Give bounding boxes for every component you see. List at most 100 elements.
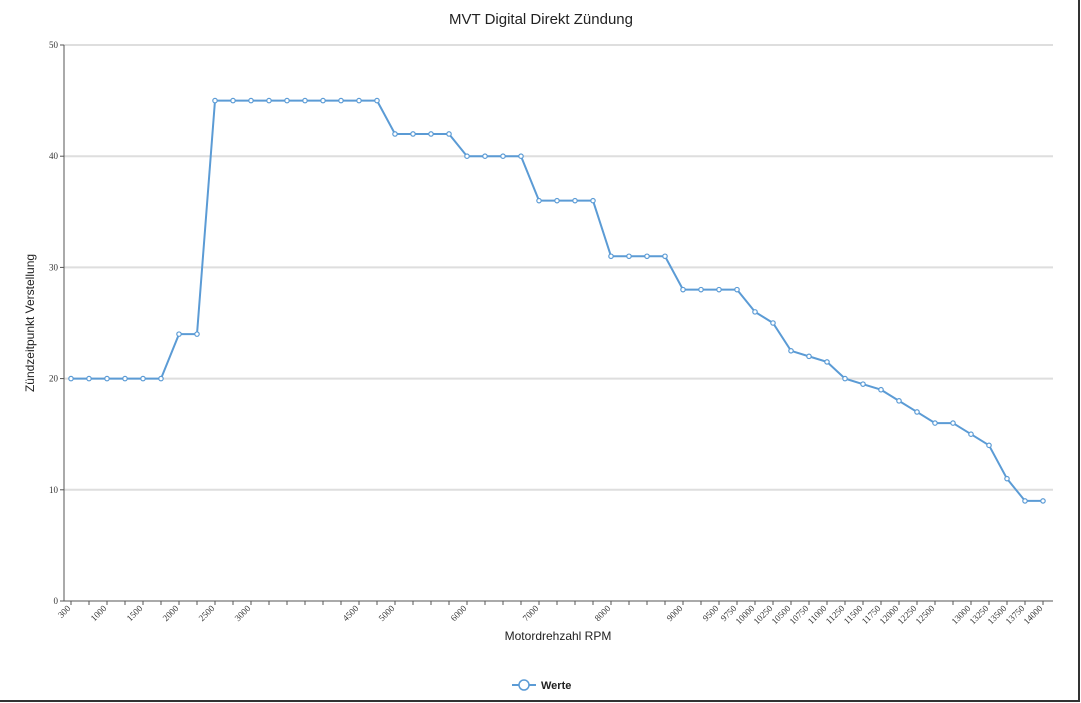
x-tick-label: 10250 bbox=[751, 603, 774, 626]
x-tick-label: 6000 bbox=[449, 603, 469, 623]
data-point bbox=[914, 409, 920, 415]
gridlines bbox=[64, 44, 1053, 491]
x-tick-label: 12500 bbox=[913, 603, 936, 626]
data-point bbox=[284, 97, 290, 104]
x-tick-label: 11750 bbox=[860, 603, 883, 626]
x-tick-label: 3000 bbox=[233, 603, 253, 623]
x-tick-label: 2000 bbox=[161, 603, 181, 623]
x-tick-label: 8000 bbox=[593, 603, 613, 623]
x-tick-label: 7000 bbox=[521, 603, 541, 623]
data-point bbox=[788, 347, 794, 354]
legend[interactable]: Werte bbox=[512, 679, 571, 692]
data-point bbox=[950, 420, 956, 426]
x-tick-label: 5000 bbox=[377, 603, 397, 623]
data-point bbox=[248, 97, 254, 104]
x-tick-label: 300 bbox=[56, 603, 73, 620]
data-point bbox=[860, 381, 866, 387]
data-point bbox=[140, 375, 146, 382]
data-point bbox=[68, 375, 74, 382]
x-tick-label: 10500 bbox=[769, 603, 792, 626]
data-point bbox=[212, 97, 218, 104]
data-point bbox=[608, 253, 614, 260]
data-point bbox=[446, 131, 452, 137]
x-axis: 300 1000 1500 2000 2500 3000 4500 5000 6000 7000 8… bbox=[56, 600, 1053, 626]
x-axis-label: Motordrehzahl RPM bbox=[505, 629, 612, 643]
data-point bbox=[824, 359, 830, 365]
y-tick-label: 30 bbox=[49, 262, 59, 272]
legend-marker-icon bbox=[518, 679, 530, 691]
data-point bbox=[698, 286, 704, 293]
y-tick-label: 40 bbox=[49, 151, 59, 161]
data-point bbox=[644, 253, 650, 260]
data-point bbox=[482, 153, 488, 160]
x-tick-label: 2500 bbox=[197, 603, 217, 623]
x-tick-label: 13750 bbox=[1003, 603, 1026, 626]
data-point bbox=[86, 375, 92, 382]
data-point bbox=[194, 331, 200, 337]
data-point bbox=[554, 197, 560, 204]
data-point bbox=[752, 309, 758, 315]
data-point bbox=[1004, 475, 1010, 482]
data-point bbox=[392, 131, 398, 137]
data-point bbox=[842, 375, 848, 382]
data-point bbox=[410, 131, 416, 137]
data-point bbox=[770, 320, 776, 326]
data-point bbox=[122, 375, 128, 382]
x-tick-label: 10750 bbox=[787, 603, 810, 626]
data-point bbox=[320, 97, 326, 104]
y-axis: 0 10 20 30 40 50 bbox=[49, 40, 65, 606]
x-tick-label: 13250 bbox=[967, 603, 990, 626]
data-point bbox=[878, 386, 884, 393]
x-tick-label: 4500 bbox=[341, 603, 361, 623]
x-tick-label: 12000 bbox=[877, 603, 900, 626]
series-line bbox=[71, 99, 1043, 502]
x-tick-label: 1500 bbox=[125, 603, 145, 623]
data-point bbox=[1022, 498, 1028, 504]
x-tick-label: 14000 bbox=[1021, 603, 1044, 626]
data-point bbox=[680, 286, 686, 293]
x-tick-label: 11500 bbox=[842, 603, 865, 626]
data-point bbox=[464, 153, 470, 160]
y-axis-label: Zündzeitpunkt Verstellung bbox=[23, 254, 37, 392]
data-point bbox=[590, 197, 596, 204]
x-tick-label: 11000 bbox=[806, 603, 829, 626]
y-tick-label: 50 bbox=[49, 40, 59, 50]
data-point bbox=[176, 331, 182, 337]
data-point bbox=[158, 375, 164, 382]
data-point bbox=[356, 97, 362, 104]
data-point bbox=[500, 153, 506, 160]
x-tick-label: 1000 bbox=[89, 603, 109, 623]
x-tick-label: 11250 bbox=[824, 603, 847, 626]
data-point bbox=[932, 420, 938, 426]
y-tick-label: 0 bbox=[54, 596, 59, 606]
data-point bbox=[896, 398, 902, 404]
data-point bbox=[536, 197, 542, 204]
data-point bbox=[338, 97, 344, 104]
x-tick-label: 12250 bbox=[895, 603, 918, 626]
data-point bbox=[230, 97, 236, 104]
data-point bbox=[968, 431, 974, 438]
legend-label: Werte bbox=[541, 680, 571, 692]
data-point bbox=[734, 286, 740, 293]
data-point bbox=[266, 97, 272, 104]
data-point bbox=[626, 253, 632, 260]
y-tick-label: 20 bbox=[49, 374, 59, 384]
data-point bbox=[662, 253, 668, 260]
x-tick-label: 13000 bbox=[949, 603, 972, 626]
data-point bbox=[302, 97, 308, 104]
y-tick-label: 10 bbox=[49, 485, 59, 495]
data-point bbox=[806, 353, 812, 360]
x-tick-label: 10000 bbox=[733, 603, 756, 626]
data-point bbox=[716, 286, 722, 293]
data-point bbox=[104, 375, 110, 382]
x-tick-label: 13500 bbox=[985, 603, 1008, 626]
data-point bbox=[1040, 498, 1046, 504]
data-point bbox=[572, 197, 578, 204]
chart-title: MVT Digital Direkt Zündung bbox=[449, 11, 633, 28]
x-tick-label: 9000 bbox=[665, 603, 685, 623]
data-point bbox=[428, 131, 434, 137]
x-tick-label: 9500 bbox=[701, 603, 721, 623]
data-point bbox=[986, 442, 992, 449]
